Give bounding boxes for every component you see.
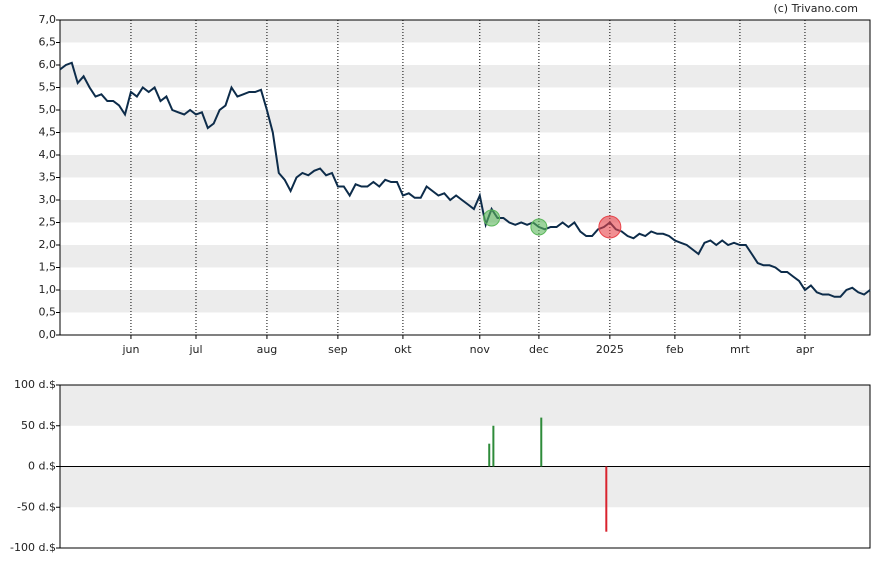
y-tick-label: 2,5 — [39, 216, 57, 229]
y-tick-label: 5,5 — [39, 81, 57, 94]
x-tick-label: nov — [470, 343, 491, 356]
x-tick-label: jul — [188, 343, 202, 356]
y-tick-label: 3,0 — [39, 193, 57, 206]
price-line — [59, 61, 871, 298]
y-tick-label: -100 d.$ — [10, 541, 56, 554]
band — [60, 385, 870, 426]
band — [60, 65, 870, 88]
x-tick-label: okt — [394, 343, 412, 356]
x-tick-label: dec — [529, 343, 549, 356]
y-tick-label: 0,0 — [39, 328, 57, 341]
y-tick-label: 4,5 — [39, 126, 57, 139]
event-marker — [483, 209, 501, 227]
band — [60, 245, 870, 268]
y-tick-label: 100 d.$ — [14, 378, 56, 391]
x-tick-label: aug — [257, 343, 278, 356]
y-tick-label: 6,5 — [39, 36, 57, 49]
y-tick-label: 7,0 — [39, 13, 57, 26]
y-tick-label: 4,0 — [39, 148, 57, 161]
y-tick-label: 1,5 — [39, 261, 57, 274]
bar — [492, 425, 495, 467]
x-tick-label: feb — [666, 343, 684, 356]
y-tick-label: 1,0 — [39, 283, 57, 296]
y-tick-label: 6,0 — [39, 58, 57, 71]
y-tick-label: 5,0 — [39, 103, 57, 116]
x-tick-label: sep — [328, 343, 347, 356]
credit: (c) Trivano.com — [773, 2, 858, 15]
x-tick-label: apr — [796, 343, 815, 356]
band — [60, 155, 870, 178]
band — [60, 466, 870, 508]
band — [60, 200, 870, 223]
y-tick-label: 50 d.$ — [21, 419, 56, 432]
x-tick-label: 2025 — [596, 343, 624, 356]
x-tick-label: mrt — [730, 343, 750, 356]
y-tick-label: 3,5 — [39, 171, 57, 184]
y-tick-label: 0 d.$ — [28, 460, 56, 473]
band — [60, 290, 870, 313]
y-tick-label: -50 d.$ — [17, 500, 56, 513]
event-marker — [598, 215, 622, 239]
x-tick-label: jun — [121, 343, 139, 356]
event-marker — [530, 218, 548, 236]
bar — [488, 443, 491, 467]
band — [60, 110, 870, 133]
y-tick-label: 0,5 — [39, 306, 57, 319]
y-tick-label: 2,0 — [39, 238, 57, 251]
bar — [540, 417, 543, 467]
bar — [605, 466, 608, 532]
band — [60, 20, 870, 43]
